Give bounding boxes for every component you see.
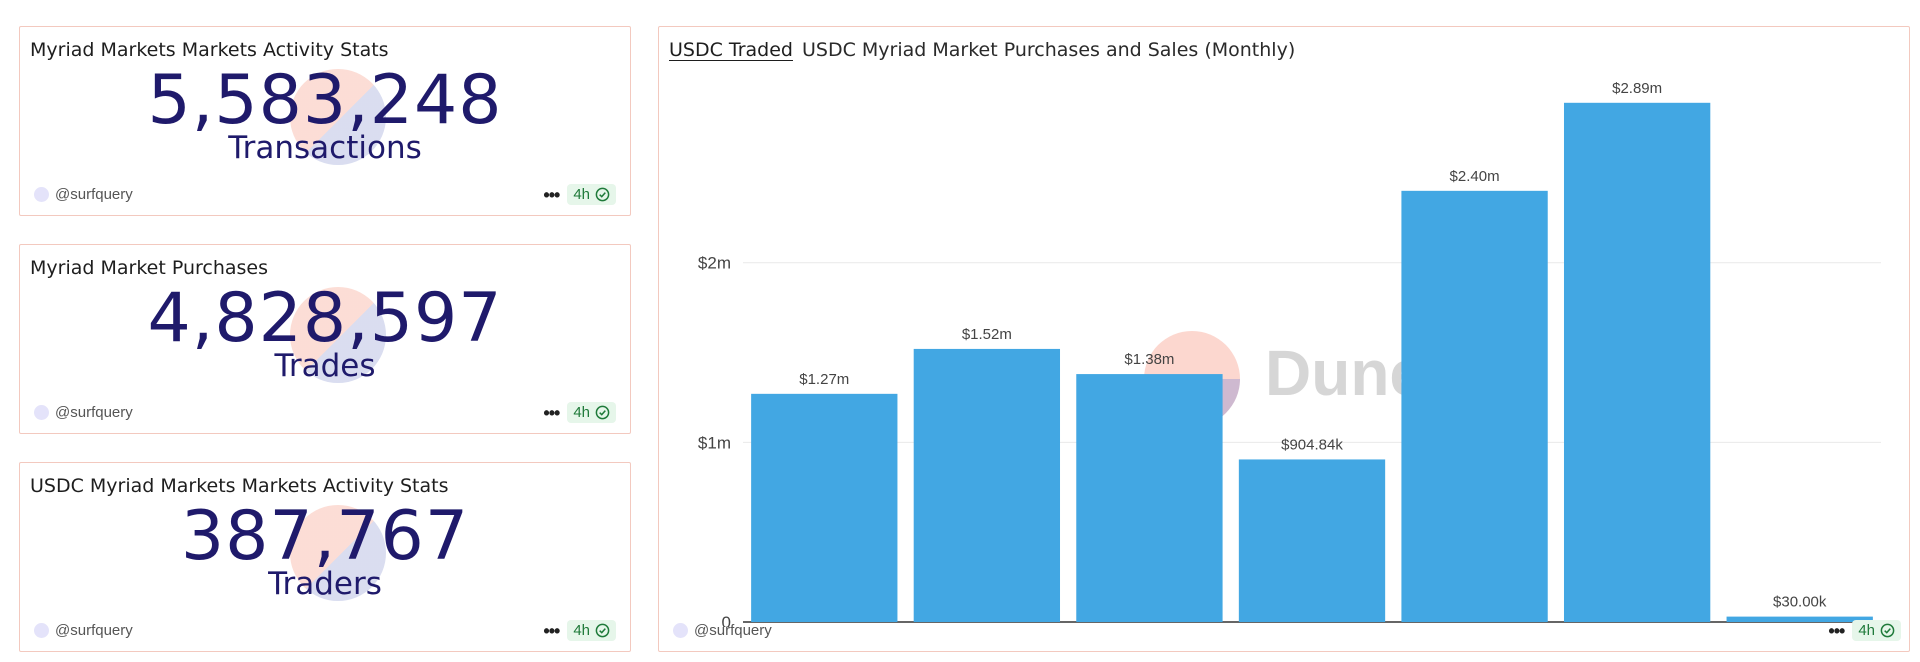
author-name: @surfquery (55, 186, 133, 203)
counter-label: Traders (268, 566, 382, 602)
card-title[interactable]: Myriad Market Purchases (30, 257, 269, 279)
avatar (673, 623, 688, 638)
refresh-status-badge[interactable]: 4h (1852, 620, 1901, 641)
refresh-status-badge[interactable]: 4h (567, 184, 616, 205)
age-text: 4h (573, 404, 590, 421)
more-options-icon[interactable]: ••• (1828, 620, 1845, 641)
counter-value: 387,767 (180, 497, 470, 576)
bar[interactable] (751, 393, 898, 622)
card-title[interactable]: Myriad Markets Markets Activity Stats (30, 39, 389, 61)
bar[interactable] (1076, 374, 1223, 622)
counter-label: Transactions (228, 130, 422, 166)
watermark-logo-icon (290, 287, 386, 383)
counter-value: 5,583,248 (147, 61, 503, 140)
author-name: @surfquery (55, 622, 133, 639)
author-link[interactable]: @surfquery (673, 622, 772, 639)
card-footer-actions: ••• 4h (1828, 620, 1901, 641)
bar-data-label: $904.84k (1281, 436, 1343, 453)
check-circle-icon (595, 405, 610, 420)
counter-label: Trades (274, 348, 376, 384)
card-footer-actions: ••• 4h (543, 184, 616, 205)
avatar (34, 405, 49, 420)
bar[interactable] (1563, 102, 1711, 622)
refresh-status-badge[interactable]: 4h (567, 620, 616, 641)
counter-display: 4,828,597 Trades (20, 285, 630, 385)
chart-card: USDC Traded USDC Myriad Market Purchases… (658, 26, 1910, 652)
author-link[interactable]: @surfquery (34, 186, 133, 203)
watermark-logo-icon (290, 505, 386, 601)
author-name: @surfquery (694, 622, 772, 639)
avatar (34, 623, 49, 638)
card-title[interactable]: USDC Myriad Markets Markets Activity Sta… (30, 475, 449, 497)
bar-data-label: $2.89m (1612, 80, 1662, 97)
counter-card-transactions: Myriad Markets Markets Activity Stats 5,… (19, 26, 631, 216)
counter-display: 5,583,248 Transactions (20, 67, 630, 167)
bar-data-label: $1.27m (799, 371, 849, 388)
age-text: 4h (1858, 622, 1875, 639)
refresh-status-badge[interactable]: 4h (567, 402, 616, 423)
bar-data-label: $30.00k (1773, 594, 1827, 611)
avatar (34, 187, 49, 202)
chart-title: USDC Myriad Market Purchases and Sales (… (802, 39, 1296, 61)
more-options-icon[interactable]: ••• (543, 620, 560, 641)
check-circle-icon (595, 623, 610, 638)
age-text: 4h (573, 186, 590, 203)
bar[interactable] (1726, 616, 1873, 622)
watermark-logo-icon (290, 69, 386, 165)
y-tick-label: $1m (698, 433, 731, 452)
bar-data-label: $1.38m (1124, 351, 1174, 368)
card-footer-actions: ••• 4h (543, 620, 616, 641)
counter-card-traders: USDC Myriad Markets Markets Activity Sta… (19, 462, 631, 652)
age-text: 4h (573, 622, 590, 639)
bar[interactable] (1238, 459, 1386, 622)
bar-chart: Dune 0$1m$2m$1.27mMar 2025$1.52mApr 2025… (698, 80, 1881, 627)
watermark-text: Dune (1265, 337, 1425, 409)
bar-data-label: $1.52m (962, 326, 1012, 343)
bar[interactable] (1401, 190, 1548, 622)
bar-data-label: $2.40m (1450, 168, 1500, 185)
counter-value: 4,828,597 (147, 279, 503, 358)
bar[interactable] (913, 348, 1061, 622)
more-options-icon[interactable]: ••• (543, 402, 560, 423)
check-circle-icon (595, 187, 610, 202)
y-tick-label: $2m (698, 254, 731, 273)
author-name: @surfquery (55, 404, 133, 421)
more-options-icon[interactable]: ••• (543, 184, 560, 205)
y-tick-label: 0 (722, 613, 731, 627)
check-circle-icon (1880, 623, 1895, 638)
author-link[interactable]: @surfquery (34, 622, 133, 639)
author-link[interactable]: @surfquery (34, 404, 133, 421)
card-footer-actions: ••• 4h (543, 402, 616, 423)
counter-card-trades: Myriad Market Purchases 4,828,597 Trades… (19, 244, 631, 434)
counter-display: 387,767 Traders (20, 503, 630, 603)
tab-usdc-traded[interactable]: USDC Traded (669, 39, 793, 61)
